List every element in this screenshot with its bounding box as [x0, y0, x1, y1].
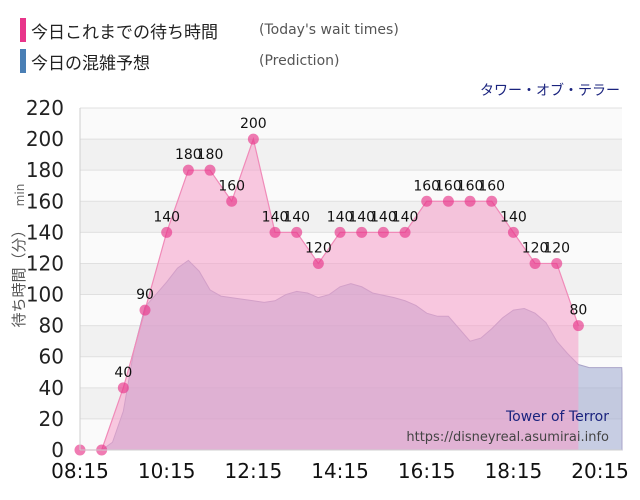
data-point: [399, 226, 411, 238]
y-tick-label: 120: [26, 251, 64, 275]
y-tick-label: 80: [39, 314, 64, 338]
data-label: 160: [218, 178, 245, 194]
data-label: 140: [327, 209, 354, 225]
data-point: [182, 164, 194, 176]
data-point: [572, 320, 584, 332]
data-label: 160: [457, 178, 484, 194]
watermark-name: Tower of Terror: [505, 409, 609, 425]
data-point: [421, 195, 433, 207]
data-point: [247, 133, 259, 145]
data-point: [529, 257, 541, 269]
data-point: [486, 195, 498, 207]
data-label: 90: [136, 287, 154, 303]
data-point: [442, 195, 454, 207]
data-point: [377, 226, 389, 238]
y-tick-label: 220: [26, 96, 64, 120]
grid-band: [80, 170, 622, 202]
data-point: [334, 226, 346, 238]
attraction-name: タワー・オブ・テラー: [480, 83, 620, 99]
data-point: [312, 257, 324, 269]
data-label: 120: [543, 240, 570, 256]
y-tick-label: 160: [26, 189, 64, 213]
data-label: 180: [175, 147, 202, 163]
actual-line: [80, 136, 579, 451]
x-tick-label: 18:15: [485, 459, 543, 483]
legend-prediction-note: (Prediction): [259, 53, 340, 69]
data-label: 40: [114, 365, 132, 381]
data-label: 140: [283, 209, 310, 225]
data-point: [226, 195, 238, 207]
y-axis-unit: min: [13, 184, 27, 207]
data-label: 140: [370, 209, 397, 225]
data-label: 140: [348, 209, 375, 225]
legend-actual-note: (Today's wait times): [259, 22, 399, 38]
data-label: 160: [478, 178, 505, 194]
legend-actual-swatch: [20, 18, 26, 42]
y-tick-label: 20: [39, 407, 64, 431]
data-label: 200: [240, 116, 267, 132]
y-axis-label: 待ち時間（分）: [10, 222, 28, 327]
data-point: [551, 257, 563, 269]
grid-band: [80, 139, 622, 171]
y-tick-label: 180: [26, 158, 64, 182]
legend-actual: 今日これまでの待ち時間 (Today's wait times): [20, 18, 399, 43]
data-label: 140: [392, 209, 419, 225]
data-label: 120: [305, 240, 332, 256]
y-tick-label: 60: [39, 345, 64, 369]
data-label: 120: [522, 240, 549, 256]
y-tick-label: 140: [26, 220, 64, 244]
y-tick-label: 40: [39, 376, 64, 400]
data-label: 80: [569, 303, 587, 319]
y-tick-label: 0: [51, 438, 64, 462]
data-point: [269, 226, 281, 238]
data-point: [161, 226, 173, 238]
x-tick-label: 14:15: [311, 459, 369, 483]
legend-actual-label: 今日これまでの待ち時間: [31, 22, 218, 43]
actual-area: [80, 139, 579, 450]
actual-layer: 4090140180180160200140140120140140140140…: [74, 116, 587, 456]
watermark-url: https://disneyreal.asumirai.info: [406, 430, 609, 445]
data-point: [464, 195, 476, 207]
x-tick-label: 20:15: [571, 459, 629, 483]
data-point: [507, 226, 519, 238]
x-tick-label: 08:15: [51, 459, 109, 483]
x-tick-label: 10:15: [138, 459, 196, 483]
data-point: [139, 304, 151, 316]
data-point: [117, 382, 129, 394]
legend-prediction-label: 今日の混雑予想: [31, 53, 150, 74]
axes: 0 20 40 60 80 100 120 140 160 180 200 220 08:15 10:15…: [26, 96, 629, 483]
data-point: [291, 226, 303, 238]
data-label: 140: [153, 209, 180, 225]
grid-band: [80, 108, 622, 140]
legend-prediction: 今日の混雑予想 (Prediction): [20, 49, 340, 74]
data-label: 180: [197, 147, 224, 163]
data-label: 140: [262, 209, 289, 225]
y-tick-label: 200: [26, 127, 64, 151]
data-label: 160: [413, 178, 440, 194]
y-tick-label: 100: [26, 283, 64, 307]
data-label: 140: [500, 209, 527, 225]
legend-prediction-swatch: [20, 49, 26, 73]
x-tick-label: 12:15: [225, 459, 283, 483]
data-point: [204, 164, 216, 176]
data-point: [356, 226, 368, 238]
x-tick-label: 16:15: [398, 459, 456, 483]
data-label: 160: [435, 178, 462, 194]
